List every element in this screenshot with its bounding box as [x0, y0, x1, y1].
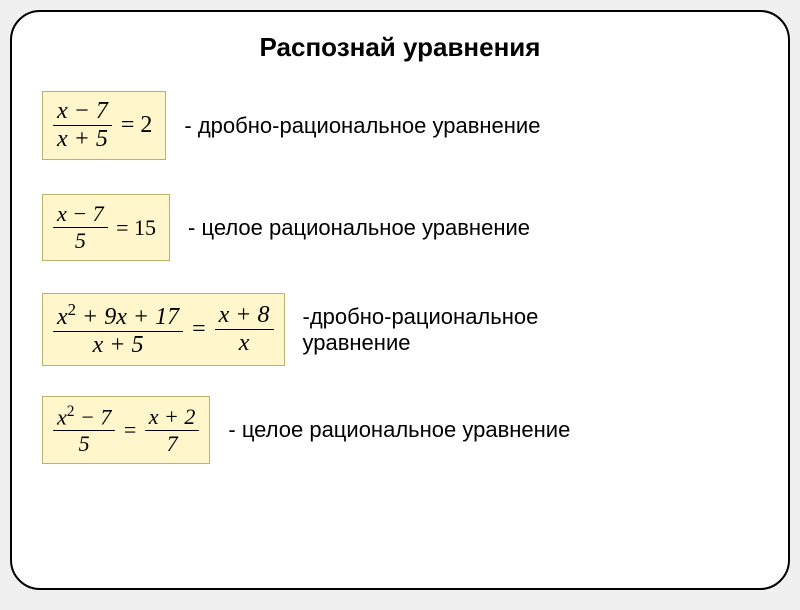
fraction-4l: x2 − 7 5 — [53, 403, 115, 457]
slide-frame: Распознай уравнения x − 7 x + 5 = 2 - др… — [10, 10, 790, 590]
equation-row-3: x2 + 9x + 17 x + 5 = x + 8 x -дробно-рац… — [42, 293, 778, 366]
equation-row-4: x2 − 7 5 = x + 2 7 - целое рациональное … — [42, 396, 778, 464]
frac-top: x + 8 — [215, 302, 274, 330]
equation-row-2: x − 7 5 = 15 - целое рациональное уравне… — [42, 194, 778, 261]
frac-bot: 5 — [53, 431, 115, 457]
fraction-3l: x2 + 9x + 17 x + 5 — [53, 300, 183, 359]
frac-bot: 7 — [145, 431, 200, 457]
equation-box-1: x − 7 x + 5 = 2 — [42, 91, 166, 160]
desc-4: - целое рациональное уравнение — [228, 417, 778, 443]
frac-top: x + 2 — [145, 404, 200, 431]
fraction-1: x − 7 x + 5 — [53, 98, 112, 153]
eq-sign-3: = — [192, 316, 206, 343]
desc-1: - дробно-рациональное уравнение — [184, 113, 778, 139]
equation-row-1: x − 7 x + 5 = 2 - дробно-рациональное ур… — [42, 91, 778, 160]
frac-bot: x + 5 — [53, 126, 112, 153]
equation-box-3: x2 + 9x + 17 x + 5 = x + 8 x — [42, 293, 285, 366]
frac-bot: x — [215, 330, 274, 357]
rhs-1: = 2 — [121, 112, 153, 139]
eq-sign-4: = — [124, 417, 136, 443]
equation-box-4: x2 − 7 5 = x + 2 7 — [42, 396, 210, 464]
fraction-2: x − 7 5 — [53, 201, 108, 254]
frac-bot: 5 — [53, 228, 108, 254]
frac-top: x2 + 9x + 17 — [53, 300, 183, 332]
rhs-2: = 15 — [116, 215, 156, 241]
equation-box-2: x − 7 5 = 15 — [42, 194, 170, 261]
frac-top: x − 7 — [53, 98, 112, 126]
frac-bot: x + 5 — [53, 332, 183, 359]
desc-3: -дробно-рациональное уравнение — [303, 304, 779, 356]
slide-title: Распознай уравнения — [12, 32, 788, 63]
fraction-3r: x + 8 x — [215, 302, 274, 357]
fraction-4r: x + 2 7 — [145, 404, 200, 457]
frac-top: x − 7 — [53, 201, 108, 228]
frac-top: x2 − 7 — [53, 403, 115, 431]
desc-2: - целое рациональное уравнение — [188, 215, 778, 241]
